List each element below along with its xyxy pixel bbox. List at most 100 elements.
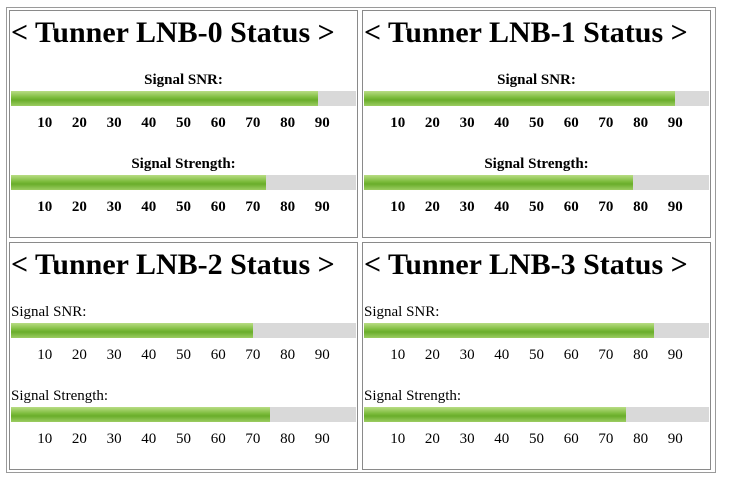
scale-tick: 90	[314, 431, 330, 447]
scale-tick: 90	[314, 115, 330, 131]
signal-snr-bar	[364, 323, 709, 338]
signal-strength-bar	[11, 175, 356, 190]
tuner-panel-lnb-2: < Tunner LNB-2 Status > Signal SNR: 10 20…	[9, 242, 358, 470]
scale-tick: 50	[176, 431, 191, 447]
scale-tick: 40	[494, 199, 510, 215]
signal-snr-fill	[364, 91, 675, 106]
tuner-panel-lnb-1: < Tunner LNB-1 Status > Signal SNR: 10 20…	[362, 10, 711, 238]
signal-snr-bar	[11, 323, 356, 338]
scale-tick: 80	[633, 431, 649, 447]
scale-tick: 70	[245, 431, 261, 447]
scale-tick: 50	[529, 431, 544, 447]
scale-tick: 30	[459, 431, 475, 447]
signal-strength-bar	[364, 407, 709, 422]
scale-tick: 30	[459, 115, 475, 131]
strength-scale: 10 20 30 40 50 60 70 80 90	[363, 430, 710, 448]
signal-strength-fill	[11, 175, 267, 190]
scale-tick: 20	[71, 431, 87, 447]
scale-tick: 70	[598, 199, 614, 215]
scale-tick: 50	[176, 199, 191, 215]
scale-tick: 80	[280, 347, 296, 363]
scale-tick: 70	[598, 115, 614, 131]
scale-tick: 60	[210, 115, 226, 131]
scale-tick: 70	[598, 347, 614, 363]
scale-tick: 90	[667, 431, 683, 447]
scale-tick: 10	[390, 431, 406, 447]
scale-tick: 70	[245, 347, 261, 363]
scale-tick: 80	[633, 115, 649, 131]
scale-tick: 60	[210, 431, 226, 447]
scale-tick: 30	[459, 199, 475, 215]
strength-scale: 10 20 30 40 50 60 70 80 90	[10, 430, 357, 448]
scale-tick: 30	[106, 115, 122, 131]
scale-tick: 90	[667, 199, 683, 215]
scale-tick: 70	[245, 115, 261, 131]
scale-tick: 90	[667, 347, 683, 363]
scale-tick: 90	[314, 347, 330, 363]
scale-tick: 50	[176, 115, 191, 131]
signal-snr-bar	[364, 91, 709, 106]
snr-scale: 10 20 30 40 50 60 70 80 90	[10, 346, 357, 364]
scale-tick: 10	[390, 115, 406, 131]
signal-snr-bar	[11, 91, 356, 106]
scale-tick: 60	[210, 199, 226, 215]
snr-scale: 10 20 30 40 50 60 70 80 90	[363, 346, 710, 364]
signal-strength-bar	[11, 407, 356, 422]
signal-strength-bar	[364, 175, 709, 190]
scale-tick: 10	[37, 115, 53, 131]
scale-tick: 60	[563, 431, 579, 447]
strength-scale: 10 20 30 40 50 60 70 80 90	[10, 198, 357, 216]
scale-tick: 20	[424, 115, 440, 131]
signal-snr-fill	[11, 91, 319, 106]
scale-tick: 60	[563, 347, 579, 363]
signal-strength-fill	[364, 407, 627, 422]
strength-scale: 10 20 30 40 50 60 70 80 90	[363, 198, 710, 216]
scale-tick: 50	[529, 199, 544, 215]
scale-tick: 20	[71, 347, 87, 363]
signal-strength-label: Signal Strength:	[131, 156, 236, 172]
tuner-title: < Tunner LNB-0 Status >	[11, 16, 335, 49]
snr-scale: 10 20 30 40 50 60 70 80 90	[10, 114, 357, 132]
scale-tick: 80	[280, 115, 296, 131]
signal-strength-fill	[364, 175, 634, 190]
scale-tick: 50	[529, 347, 544, 363]
scale-tick: 50	[176, 347, 191, 363]
signal-snr-fill	[364, 323, 654, 338]
scale-tick: 40	[141, 115, 157, 131]
tuner-title: < Tunner LNB-2 Status >	[11, 248, 335, 281]
scale-tick: 70	[598, 431, 614, 447]
scale-tick: 30	[459, 347, 475, 363]
signal-strength-fill	[11, 407, 270, 422]
scale-tick: 60	[563, 115, 579, 131]
scale-tick: 80	[633, 199, 649, 215]
scale-tick: 40	[141, 199, 157, 215]
tuner-panel-lnb-0: < Tunner LNB-0 Status > Signal SNR: 10 20…	[9, 10, 358, 238]
scale-tick: 30	[106, 431, 122, 447]
scale-tick: 40	[494, 431, 510, 447]
scale-tick: 20	[71, 199, 87, 215]
snr-scale: 10 20 30 40 50 60 70 80 90	[363, 114, 710, 132]
scale-tick: 30	[106, 347, 122, 363]
scale-tick: 80	[633, 347, 649, 363]
scale-tick: 70	[245, 199, 261, 215]
scale-tick: 20	[424, 431, 440, 447]
scale-tick: 40	[141, 347, 157, 363]
scale-tick: 10	[390, 347, 406, 363]
scale-tick: 20	[71, 115, 87, 131]
signal-strength-label: Signal Strength:	[484, 156, 589, 172]
scale-tick: 10	[37, 431, 53, 447]
signal-snr-fill	[11, 323, 253, 338]
signal-snr-label: Signal SNR:	[11, 304, 87, 320]
scale-tick: 30	[106, 199, 122, 215]
scale-tick: 80	[280, 199, 296, 215]
scale-tick: 10	[37, 347, 53, 363]
scale-tick: 90	[314, 199, 330, 215]
scale-tick: 40	[494, 115, 510, 131]
tuner-status-grid: < Tunner LNB-0 Status > Signal SNR: 10 20…	[6, 7, 716, 473]
signal-snr-label: Signal SNR:	[364, 304, 440, 320]
scale-tick: 20	[424, 347, 440, 363]
signal-snr-label: Signal SNR:	[144, 72, 223, 88]
scale-tick: 40	[141, 431, 157, 447]
tuner-title: < Tunner LNB-3 Status >	[364, 248, 688, 281]
tuner-title: < Tunner LNB-1 Status >	[364, 16, 688, 49]
